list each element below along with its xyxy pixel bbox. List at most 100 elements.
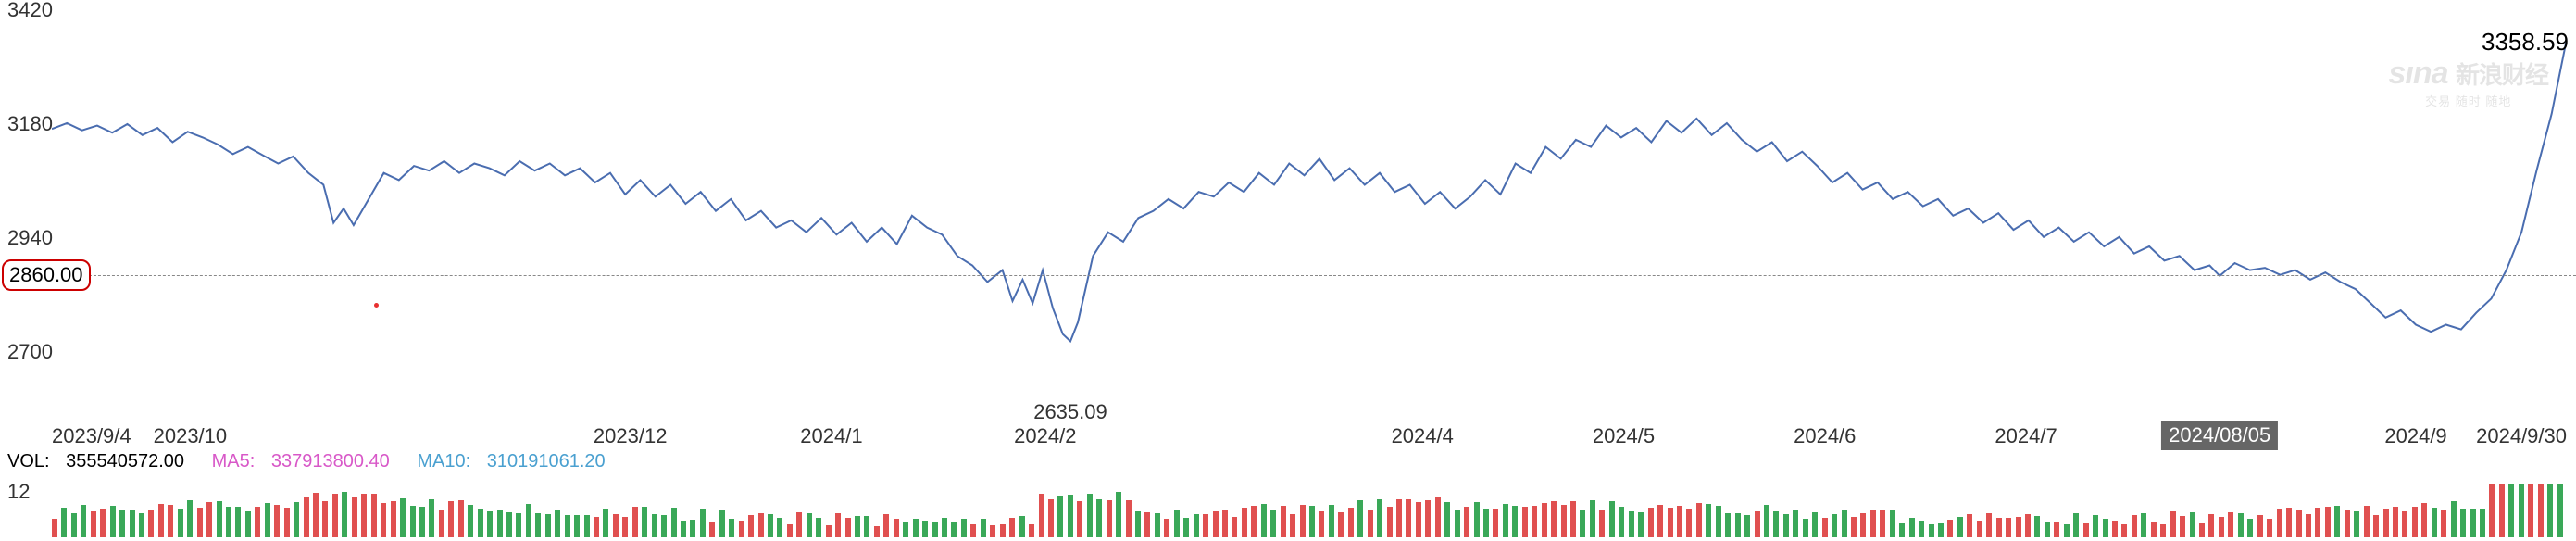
volume-bar [381, 503, 386, 537]
volume-bar [1251, 506, 1257, 537]
volume-bar [2093, 515, 2098, 537]
volume-bar [52, 519, 57, 537]
volume-bar [2180, 516, 2185, 537]
volume-bar [400, 498, 406, 537]
crosshair-price-box: 2860.00 [2, 259, 91, 291]
price-plot-area[interactable] [52, 0, 2567, 408]
volume-bar [661, 515, 667, 537]
volume-bar [235, 507, 241, 537]
crosshair-horizontal [52, 275, 2576, 276]
volume-bar [555, 510, 560, 537]
volume-bar [2267, 519, 2272, 537]
volume-bar [206, 502, 212, 538]
volume-bar [1638, 512, 1644, 537]
volume-bar [1522, 507, 1528, 537]
volume-bar [1938, 523, 1944, 537]
volume-bar [439, 510, 444, 537]
volume-bar [2489, 484, 2495, 537]
volume-bar [932, 522, 938, 537]
volume-bar [1551, 501, 1557, 537]
volume-bar [2557, 484, 2563, 537]
volume-bar [2257, 515, 2263, 537]
volume-bar [313, 493, 319, 537]
volume-bar [2315, 508, 2320, 537]
volume-bar [265, 503, 270, 537]
volume-bar [429, 499, 434, 537]
volume-bar [671, 508, 677, 537]
volume-bar [1755, 511, 1760, 537]
volume-bar [883, 514, 889, 537]
price-line [52, 0, 2567, 408]
volume-bar [2219, 517, 2224, 537]
volume-bar [1668, 508, 1673, 537]
volume-bar [1542, 503, 1547, 537]
volume-bar [1686, 509, 1692, 537]
volume-bar [787, 524, 793, 537]
volume-bar [361, 494, 367, 537]
volume-bar [1126, 500, 1132, 537]
volume-bar [642, 507, 647, 537]
volume-bar [139, 513, 144, 537]
volume-bar [2151, 522, 2157, 537]
volume-bar [217, 501, 222, 537]
volume-bar [1947, 520, 1953, 537]
volume-bar [1590, 500, 1595, 537]
volume-bar [1174, 510, 1180, 537]
watermark-logo: sına [2388, 56, 2447, 91]
volume-bar [922, 521, 928, 537]
watermark-brand: 新浪财经 [2456, 61, 2548, 89]
volume-bar [1735, 513, 1741, 537]
volume-bar [2238, 513, 2244, 537]
volume-bar [1503, 504, 1508, 537]
volume-bar [487, 511, 493, 537]
volume-bar [1213, 511, 1219, 537]
volume-bar [690, 520, 695, 538]
volume-bar [284, 508, 290, 537]
volume-bar [2208, 514, 2214, 537]
volume-bar [2421, 503, 2427, 537]
volume-bar [1329, 505, 1334, 537]
volume-bar [2132, 515, 2137, 537]
volume-bar [1155, 513, 1160, 537]
volume-bar [526, 504, 531, 537]
volume-bar [2364, 506, 2370, 537]
volume-bar [1357, 500, 1363, 537]
ma10-label: MA10: 310191061.20 [417, 451, 616, 472]
volume-bar [1435, 497, 1441, 537]
volume-bar [681, 521, 686, 537]
volume-bar [1870, 510, 1876, 537]
volume-bar [1444, 502, 1450, 537]
volume-bar [2499, 484, 2505, 537]
volume-bar [2025, 514, 2031, 537]
volume-bar [1000, 524, 1006, 537]
volume-bar [61, 508, 67, 537]
volume-bar [2296, 510, 2302, 537]
volume-bar [187, 500, 193, 537]
volume-bar [2412, 507, 2418, 537]
volume-bar [1290, 514, 1295, 537]
volume-bar [652, 514, 657, 537]
volume-bar [1880, 510, 1885, 537]
volume-bar [1619, 507, 1624, 537]
volume-bar [545, 514, 551, 537]
x-axis-tick: 2024/5 [1593, 424, 1655, 448]
volume-plot-area[interactable] [52, 484, 2567, 537]
volume-bar [448, 501, 454, 537]
volume-bar [1706, 504, 1711, 537]
volume-bar [197, 508, 203, 537]
volume-bar [1396, 499, 1402, 537]
volume-bar [632, 507, 638, 537]
volume-bar [835, 513, 841, 537]
y-axis-tick: 2940 [7, 226, 53, 250]
volume-bar [322, 501, 328, 537]
volume-bar [1309, 506, 1315, 537]
volume-bar [874, 526, 880, 537]
volume-bar [2083, 523, 2089, 537]
volume-bar [2112, 521, 2118, 537]
volume-bar [1096, 499, 1102, 537]
volume-bar [942, 518, 947, 537]
volume-bar [100, 509, 106, 537]
volume-bar [2345, 510, 2350, 537]
volume-bar [2199, 523, 2205, 537]
volume-bar [1077, 501, 1082, 537]
